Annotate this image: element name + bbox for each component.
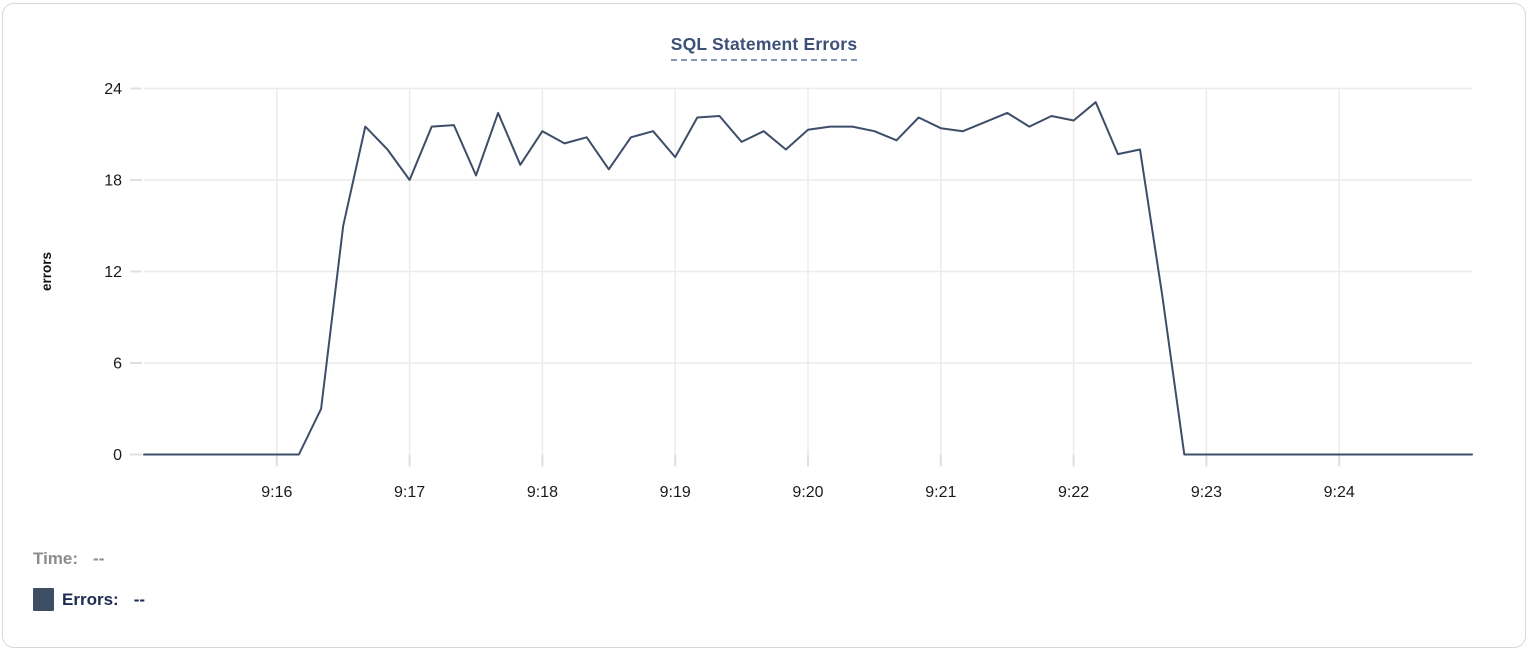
- y-axis-title: errors: [39, 252, 54, 291]
- svg-text:12: 12: [104, 264, 122, 281]
- legend-errors-swatch-icon: [33, 588, 54, 611]
- axis-tick-marks: [130, 87, 1341, 467]
- chart-plot[interactable]: 9:16 9:17 9:18 9:19 9:20 9:21 9:22 9:23 9:24 0 6 12…: [3, 4, 1528, 516]
- svg-text:9:17: 9:17: [394, 484, 425, 501]
- grid-lines: [144, 87, 1472, 455]
- svg-text:9:19: 9:19: [660, 484, 691, 501]
- legend-time-row: Time: --: [33, 549, 104, 569]
- legend-time-label: Time:: [33, 549, 79, 568]
- svg-text:18: 18: [104, 173, 122, 190]
- x-axis-labels: 9:16 9:17 9:18 9:19 9:20 9:21 9:22 9:23 9:24: [261, 484, 1355, 501]
- chart-header: SQL Statement Errors: [3, 34, 1525, 61]
- svg-text:9:20: 9:20: [792, 484, 823, 501]
- y-axis-labels: 0 6 12 18 24: [104, 81, 122, 464]
- svg-text:9:24: 9:24: [1324, 484, 1355, 501]
- chart-title[interactable]: SQL Statement Errors: [670, 34, 858, 61]
- svg-text:24: 24: [104, 81, 122, 98]
- legend-errors-label: Errors:: [62, 589, 119, 609]
- legend-time-value: --: [93, 549, 105, 568]
- legend-errors-value: --: [133, 589, 146, 609]
- svg-text:9:21: 9:21: [925, 484, 956, 501]
- svg-text:9:23: 9:23: [1191, 484, 1222, 501]
- svg-text:6: 6: [113, 356, 122, 373]
- svg-text:9:22: 9:22: [1058, 484, 1089, 501]
- svg-text:0: 0: [113, 447, 122, 464]
- svg-text:9:18: 9:18: [527, 484, 558, 501]
- svg-text:9:16: 9:16: [261, 484, 292, 501]
- chart-card: SQL Statement Errors 9:16 9:17 9:18 9:19 9:2…: [2, 3, 1526, 648]
- errors-series-line: [143, 101, 1473, 456]
- legend-errors-row: Errors: --: [33, 588, 145, 611]
